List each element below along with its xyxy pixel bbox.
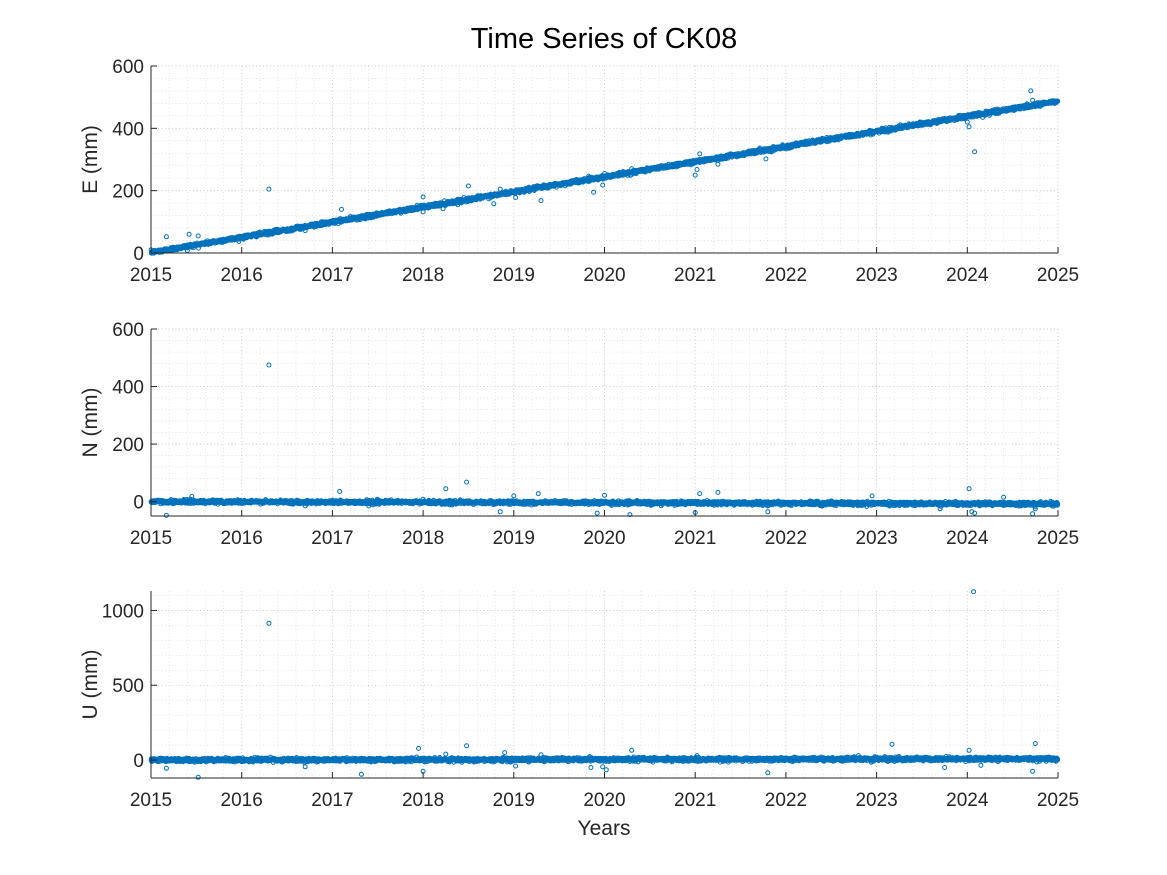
x-tick-label: 2023 bbox=[855, 265, 897, 286]
x-tick-label: 2021 bbox=[674, 265, 716, 286]
x-tick-label: 2020 bbox=[583, 265, 625, 286]
y-tick-label: 400 bbox=[112, 119, 144, 140]
x-tick-label: 2017 bbox=[311, 265, 353, 286]
x-tick-label: 2019 bbox=[493, 265, 535, 286]
panel-north: 2015 2016 2017 2018 2019 2020 2021 2022 2023 2024… bbox=[79, 320, 1079, 549]
y-axis-label-east: E (mm) bbox=[79, 125, 102, 194]
x-tick-label: 2018 bbox=[402, 265, 444, 286]
x-tick-label: 2024 bbox=[946, 265, 989, 286]
y-tick-label: 600 bbox=[112, 57, 144, 78]
x-tick-label: 2015 bbox=[130, 265, 172, 286]
plot-area-east bbox=[151, 66, 1058, 253]
series-east bbox=[148, 88, 1061, 256]
y-tick-label: 200 bbox=[112, 182, 144, 203]
x-tick-label: 2016 bbox=[221, 265, 263, 286]
x-tick-label: 2025 bbox=[1037, 265, 1079, 286]
x-tick-label: 2022 bbox=[765, 265, 807, 286]
y-tick-label: 0 bbox=[133, 244, 144, 265]
panel-east: 2015 2016 2017 2018 2019 2020 2021 2022 2023 2024… bbox=[79, 57, 1079, 286]
figure-title: Time Series of CK08 bbox=[471, 23, 737, 55]
